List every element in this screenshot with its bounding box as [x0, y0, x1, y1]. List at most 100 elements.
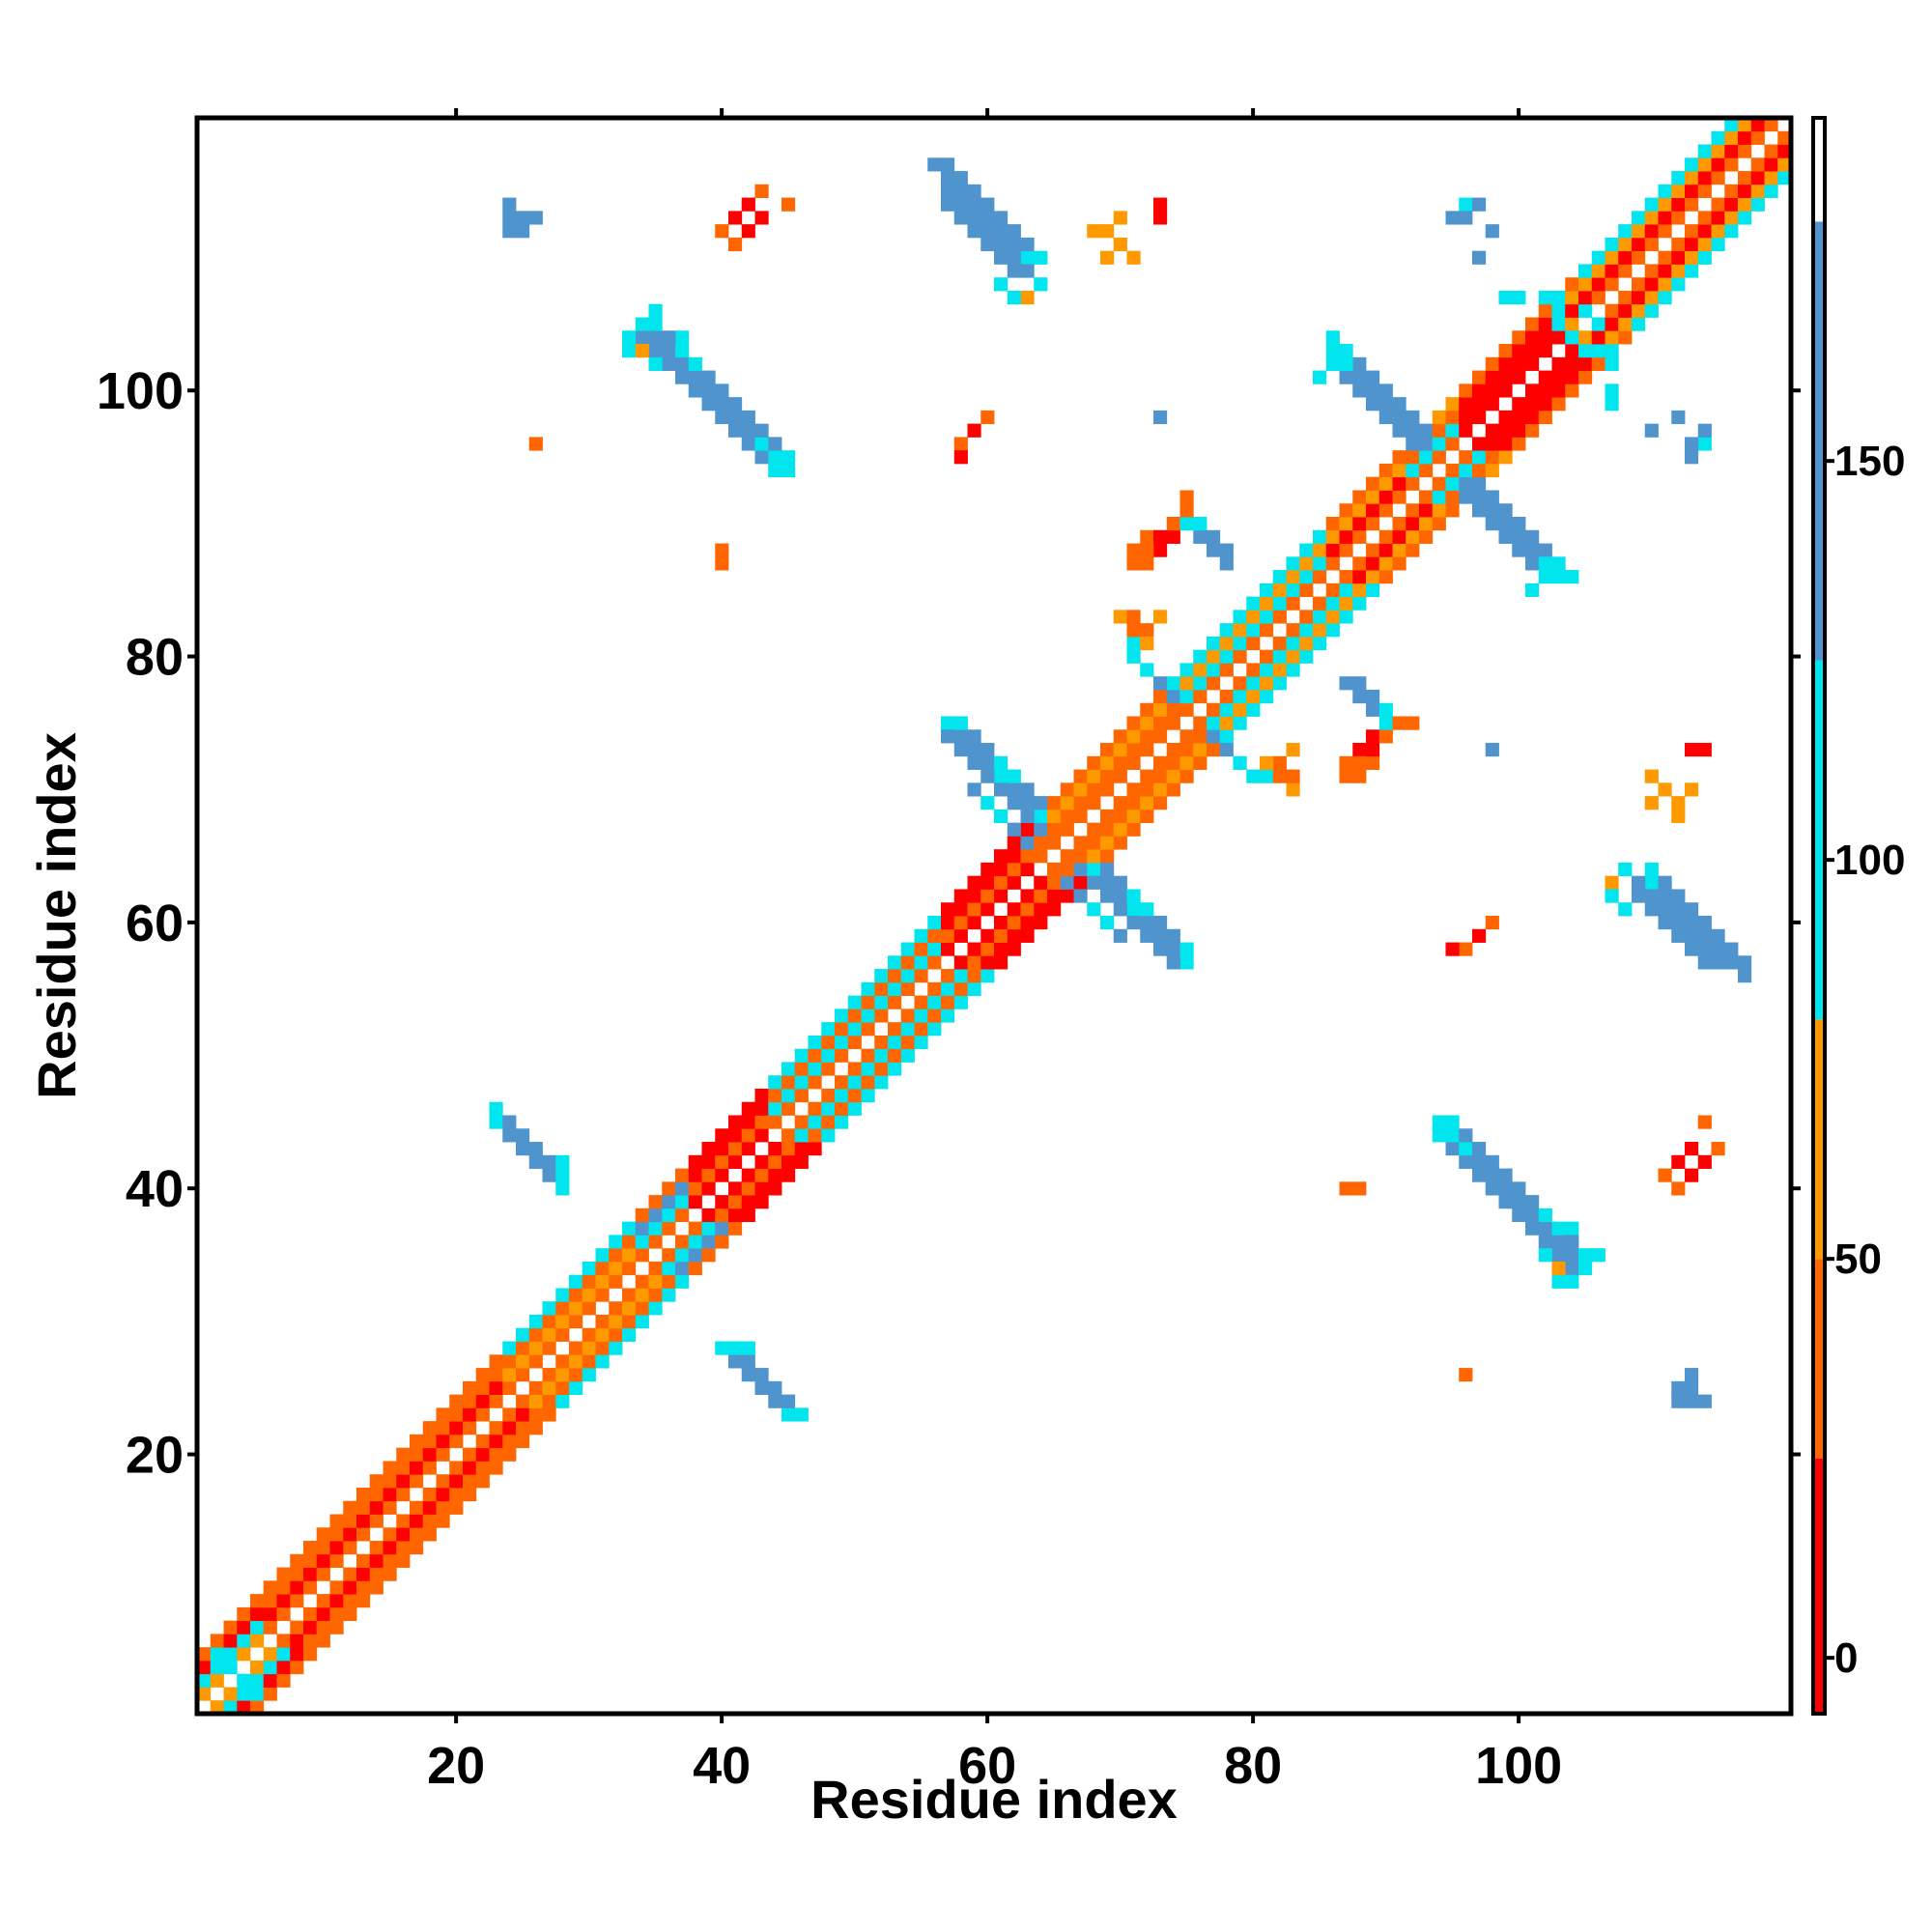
heatmap-cell [1047, 875, 1062, 890]
heatmap-cell [422, 1487, 437, 1502]
heatmap-cell [1207, 729, 1221, 744]
heatmap-cell [1498, 503, 1513, 518]
heatmap-cell [1485, 517, 1499, 531]
heatmap-cell [1219, 623, 1234, 638]
heatmap-cell [1366, 689, 1380, 704]
heatmap-cell [715, 543, 729, 557]
heatmap-cell [1632, 290, 1646, 305]
heatmap-cell [1525, 344, 1540, 358]
heatmap-cell [1299, 623, 1314, 638]
heatmap-cell [728, 423, 743, 438]
heatmap-cell [582, 1288, 596, 1302]
heatmap-cell [1525, 543, 1540, 557]
heatmap-cell [1020, 928, 1035, 943]
heatmap-cell [1485, 423, 1499, 438]
heatmap-cell [861, 1075, 875, 1090]
heatmap-cell [835, 1009, 849, 1023]
heatmap-cell [728, 1208, 743, 1223]
heatmap-cell [622, 1261, 637, 1276]
heatmap-cell [1685, 264, 1699, 278]
heatmap-cell [422, 1421, 437, 1435]
heatmap-cell [316, 1527, 330, 1542]
heatmap-cell [516, 1421, 530, 1435]
heatmap-cell [369, 1500, 384, 1515]
heatmap-cell [1697, 1115, 1712, 1129]
heatmap-cell [1100, 836, 1115, 850]
heatmap-cell [980, 237, 995, 252]
heatmap-cell [250, 1634, 265, 1648]
heatmap-cell [1073, 862, 1088, 877]
heatmap-cell [781, 1062, 796, 1076]
heatmap-cell [1113, 809, 1127, 824]
heatmap-cell [1498, 410, 1513, 425]
heatmap-cell [329, 1580, 344, 1595]
heatmap-cell [569, 1288, 583, 1302]
x-tick-label: 80 [1224, 1737, 1282, 1795]
heatmap-cell [1378, 729, 1393, 744]
heatmap-cell [808, 1115, 822, 1129]
heatmap-cell [1419, 529, 1434, 544]
heatmap-cell [1352, 596, 1367, 611]
heatmap-cell [967, 197, 981, 212]
heatmap-cell [1671, 250, 1686, 265]
heatmap-cell [356, 1580, 371, 1595]
heatmap-cell [1697, 1154, 1712, 1169]
heatmap-cell [303, 1620, 318, 1634]
heatmap-cell [980, 955, 995, 970]
heatmap-cell [1113, 755, 1127, 770]
heatmap-cell [1207, 663, 1221, 677]
heatmap-cell [1738, 130, 1752, 145]
heatmap-cell [1193, 663, 1208, 677]
heatmap-cell [1126, 729, 1141, 744]
heatmap-cell [1087, 224, 1101, 239]
heatmap-cell [528, 1327, 543, 1342]
heatmap-cell [1697, 942, 1712, 956]
heatmap-cell [715, 1235, 729, 1249]
heatmap-cell [1578, 370, 1593, 384]
heatmap-cell [953, 716, 968, 730]
heatmap-cell [1711, 237, 1725, 252]
heatmap-cell [1685, 197, 1699, 212]
heatmap-cell [609, 1341, 623, 1355]
heatmap-cell [994, 224, 1009, 239]
heatmap-cell [555, 1168, 570, 1182]
heatmap-cell [821, 1101, 836, 1116]
heatmap-cell [1512, 410, 1526, 425]
heatmap-cell [1352, 517, 1367, 531]
heatmap-cell [1459, 450, 1473, 465]
heatmap-cell [701, 1142, 716, 1156]
heatmap-cell [1632, 889, 1646, 903]
heatmap-cell [1100, 875, 1115, 890]
heatmap-cell [794, 1407, 809, 1422]
heatmap-cell [1073, 782, 1088, 797]
heatmap-cell [1378, 463, 1393, 478]
colorbar-band [1813, 1259, 1825, 1459]
heatmap-cell [1525, 1221, 1540, 1236]
heatmap-cell [1166, 755, 1180, 770]
heatmap-cell [369, 1541, 384, 1555]
heatmap-cell [609, 1235, 623, 1249]
heatmap-cell [1286, 582, 1300, 597]
heatmap-cell [1339, 517, 1353, 531]
heatmap-cell [369, 1514, 384, 1528]
heatmap-cell [1153, 916, 1168, 930]
heatmap-cell [808, 1101, 822, 1116]
heatmap-cell [1100, 224, 1115, 239]
heatmap-cell [941, 729, 955, 744]
heatmap-cell [1512, 1181, 1526, 1196]
heatmap-cell [1113, 729, 1127, 744]
heatmap-cell [1378, 716, 1393, 730]
heatmap-cell [847, 1022, 862, 1037]
heatmap-cell [343, 1527, 357, 1542]
heatmap-cell [1246, 702, 1261, 717]
heatmap-cell [1366, 503, 1380, 518]
heatmap-cell [994, 250, 1009, 265]
heatmap-cell [475, 1394, 490, 1408]
heatmap-cell [953, 184, 968, 198]
heatmap-cell [436, 1421, 450, 1435]
heatmap-cell [502, 1421, 517, 1435]
heatmap-cell [1578, 330, 1593, 345]
heatmap-cell [1711, 211, 1725, 225]
heatmap-cell [675, 1274, 690, 1289]
heatmap-cell [1605, 356, 1619, 371]
